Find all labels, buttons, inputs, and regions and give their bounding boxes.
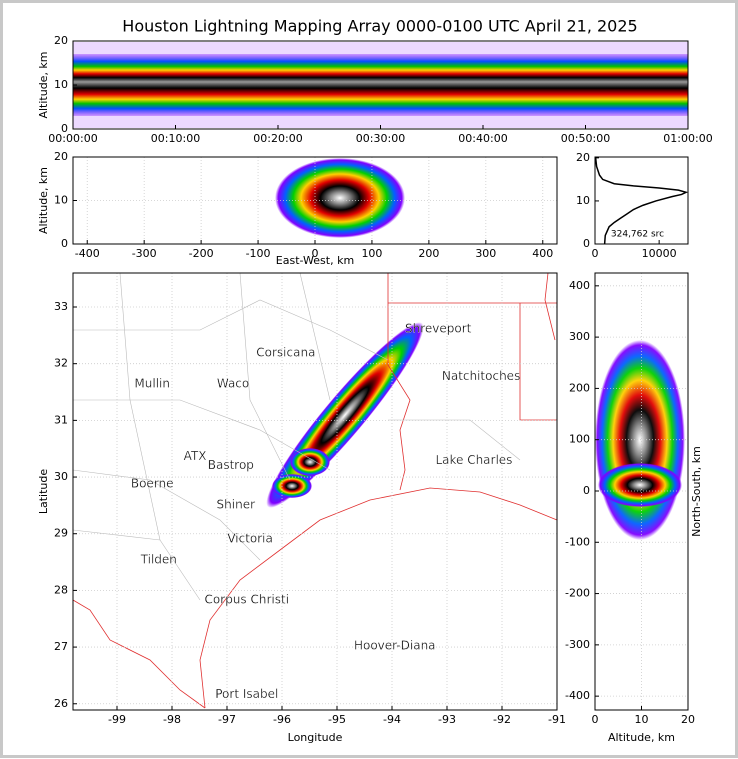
y-tick-label: 31 <box>54 413 68 426</box>
x-tick-label: -94 <box>383 713 401 726</box>
y-tick-label: 10 <box>576 194 590 207</box>
y-axis-label: Altitude, km <box>37 51 50 118</box>
x-tick-label: -200 <box>189 247 214 260</box>
x-tick-label: 00:50:00 <box>561 132 610 145</box>
x-tick-label: 0 <box>592 247 599 260</box>
city-label: Victoria <box>227 531 273 545</box>
x-tick-label: 10000 <box>642 247 677 260</box>
x-tick-label: 00:20:00 <box>253 132 302 145</box>
x-tick-label: 00:40:00 <box>458 132 507 145</box>
x-tick-label: -100 <box>246 247 271 260</box>
x-axis-label: Longitude <box>288 731 343 744</box>
x-axis-label: East-West, km <box>276 254 354 267</box>
y-tick-label: 28 <box>54 583 68 596</box>
city-label: Tilden <box>140 552 177 566</box>
y-tick-label: 100 <box>569 433 590 446</box>
y-tick-label: -300 <box>565 638 590 651</box>
y-tick-label: 0 <box>583 237 590 250</box>
plot-frame <box>72 156 558 245</box>
y-tick-label: 33 <box>54 300 68 313</box>
x-tick-label: 300 <box>475 247 496 260</box>
y-axis-label: Altitude, km <box>37 167 50 234</box>
plot-frame <box>72 40 689 130</box>
plot-frame <box>72 272 558 711</box>
y-tick-label: 10 <box>54 78 68 91</box>
city-label: Boerne <box>131 476 174 490</box>
y-axis-label: North-South, km <box>690 446 703 537</box>
x-tick-label: 10 <box>635 713 649 726</box>
city-label: Waco <box>217 377 249 391</box>
y-tick-label: 32 <box>54 357 68 370</box>
y-tick-label: 0 <box>61 237 68 250</box>
x-tick-label: 200 <box>418 247 439 260</box>
y-tick-label: -400 <box>565 689 590 702</box>
x-tick-label: -95 <box>328 713 346 726</box>
chart: Houston Lightning Mapping Array 0000-010… <box>37 17 713 745</box>
y-tick-label: 30 <box>54 470 68 483</box>
y-tick-label: 29 <box>54 527 68 540</box>
city-label: Shiner <box>217 497 256 511</box>
y-tick-label: 20 <box>54 150 68 163</box>
x-tick-label: 01:00:00 <box>663 132 712 145</box>
x-tick-label: 0 <box>592 713 599 726</box>
x-tick-label: 400 <box>532 247 553 260</box>
plot-frame <box>594 156 689 245</box>
chart-title: Houston Lightning Mapping Array 0000-010… <box>122 17 637 36</box>
y-axis-label: Latitude <box>37 469 50 515</box>
y-tick-label: 0 <box>61 122 68 135</box>
x-tick-label: -97 <box>218 713 236 726</box>
map-boundaries <box>72 272 558 709</box>
y-tick-label: 200 <box>569 381 590 394</box>
city-label: Lake Charles <box>435 453 512 467</box>
x-tick-label: -99 <box>108 713 126 726</box>
x-tick-label: -98 <box>163 713 181 726</box>
density-field <box>73 42 688 540</box>
x-axis-label: Altitude, km <box>608 731 675 744</box>
y-tick-label: -200 <box>565 587 590 600</box>
y-tick-label: 20 <box>576 151 590 164</box>
x-tick-label: -93 <box>438 713 456 726</box>
x-tick-label: 20 <box>681 713 695 726</box>
x-tick-label: 00:30:00 <box>356 132 405 145</box>
city-label: Hoover-Diana <box>354 638 436 652</box>
annotation: 324,762 src <box>611 230 664 240</box>
profile-line <box>594 157 689 245</box>
y-tick-label: 26 <box>54 697 68 710</box>
x-tick-label: -91 <box>548 713 566 726</box>
x-tick-label: -92 <box>493 713 511 726</box>
city-label: ATX <box>184 449 207 463</box>
y-tick-label: 10 <box>54 194 68 207</box>
x-tick-label: -300 <box>132 247 157 260</box>
x-tick-label: -400 <box>75 247 100 260</box>
city-label: Corsicana <box>256 345 315 359</box>
city-label: Natchitoches <box>442 369 520 383</box>
x-tick-label: 00:00:00 <box>48 132 97 145</box>
city-label: Bastrop <box>208 458 254 472</box>
x-tick-label: 100 <box>361 247 382 260</box>
city-label: Mullin <box>134 377 170 391</box>
y-tick-label: 400 <box>569 279 590 292</box>
y-tick-label: 27 <box>54 640 68 653</box>
y-tick-label: 300 <box>569 330 590 343</box>
plot-frame <box>594 272 689 711</box>
city-label: Corpus Christi <box>205 593 290 607</box>
x-tick-label: 00:10:00 <box>151 132 200 145</box>
y-tick-label: 20 <box>54 34 68 47</box>
city-label: Port Isabel <box>215 687 278 701</box>
y-tick-label: -100 <box>565 535 590 548</box>
x-tick-label: 0 <box>312 247 319 260</box>
x-tick-label: -96 <box>273 713 291 726</box>
y-tick-label: 0 <box>583 484 590 497</box>
city-label: Shreveport <box>405 322 472 336</box>
